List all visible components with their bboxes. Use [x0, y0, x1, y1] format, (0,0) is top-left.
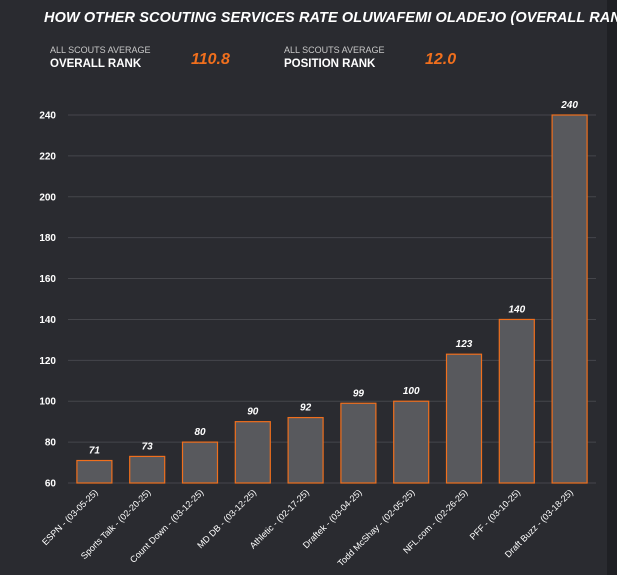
bar	[445, 353, 483, 484]
y-tick-label: 80	[45, 438, 57, 449]
x-tick-label: Athletic - (02-17-25)	[248, 487, 311, 550]
data-label: 100	[403, 386, 420, 397]
y-tick-label: 180	[39, 233, 56, 244]
chart-title: HOW OTHER SCOUTING SERVICES RATE OLUWAFE…	[44, 10, 617, 26]
y-tick-label: 200	[39, 192, 56, 203]
y-tick-label: 100	[39, 397, 56, 408]
bar	[76, 459, 113, 484]
data-label: 90	[247, 407, 259, 418]
data-label: 71	[89, 446, 101, 457]
data-label: 140	[508, 304, 525, 315]
overall-rank-caption: ALL SCOUTS AVERAGE	[50, 45, 151, 55]
position-rank-value: 12.0	[425, 51, 457, 68]
data-label: 240	[560, 100, 578, 111]
position-rank-caption: ALL SCOUTS AVERAGE	[284, 45, 385, 55]
overall-rank-value: 110.8	[191, 51, 230, 68]
x-tick-label: ESPN - (03-05-25)	[40, 487, 100, 547]
y-tick-label: 140	[39, 315, 56, 326]
bar	[498, 318, 535, 484]
overall-rank-label: OVERALL RANK	[50, 58, 142, 70]
x-tick-label: PFF - (03-10-25)	[468, 487, 522, 541]
bar	[340, 402, 377, 484]
y-tick-label: 160	[39, 274, 56, 285]
data-label: 73	[142, 441, 154, 452]
data-label: 99	[353, 388, 365, 399]
bar	[287, 416, 324, 484]
bar	[181, 441, 219, 484]
position-rank-label: POSITION RANK	[284, 58, 376, 70]
bar	[551, 114, 588, 484]
bar	[234, 421, 271, 484]
y-tick-label: 240	[39, 111, 56, 122]
bar	[393, 400, 430, 484]
data-label: 92	[300, 403, 312, 414]
x-tick-label: MD DB - (03-12-25)	[195, 487, 258, 550]
bar	[129, 455, 166, 484]
x-tick-label: Draftek - (03-04-25)	[301, 487, 364, 550]
y-tick-label: 60	[45, 479, 57, 490]
data-label: 123	[456, 339, 473, 350]
y-tick-label: 220	[39, 151, 56, 162]
y-tick-label: 120	[39, 356, 56, 367]
data-label: 80	[194, 427, 206, 438]
